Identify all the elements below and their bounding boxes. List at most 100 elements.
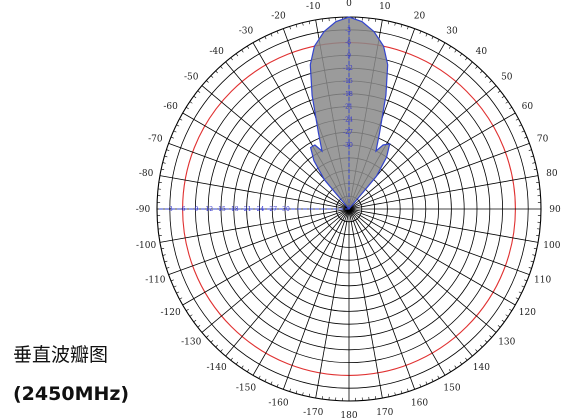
grid-spoke bbox=[348, 175, 539, 210]
angle-tick-label: 180 bbox=[340, 411, 357, 418]
chart-caption-title: 垂直波瓣图 bbox=[13, 344, 109, 366]
grid-minor-tick bbox=[431, 378, 434, 382]
grid-minor-tick bbox=[186, 107, 189, 110]
grid-minor-tick bbox=[295, 390, 298, 394]
grid-minor-tick bbox=[173, 285, 177, 288]
grid-minor-tick bbox=[189, 314, 193, 317]
grid-minor-tick bbox=[515, 297, 519, 300]
grid-minor-tick bbox=[230, 57, 233, 61]
db-label-horizontal: -9 bbox=[192, 206, 198, 213]
angle-tick-label: 40 bbox=[476, 47, 488, 57]
db-label-vertical: -15 bbox=[343, 78, 353, 85]
grid-minor-tick bbox=[264, 36, 267, 40]
angle-tick-label: 80 bbox=[546, 169, 558, 179]
grid-minor-tick bbox=[189, 101, 193, 104]
grid-minor-tick bbox=[497, 90, 501, 93]
angle-tick-label: -100 bbox=[136, 241, 156, 251]
grid-spoke bbox=[348, 85, 497, 210]
grid-minor-tick bbox=[220, 349, 223, 352]
angle-tick-label: 150 bbox=[443, 383, 460, 393]
grid-minor-tick bbox=[524, 136, 528, 139]
grid-minor-tick bbox=[197, 325, 201, 328]
grid-minor-tick bbox=[388, 21, 390, 25]
grid-minor-tick bbox=[518, 291, 522, 294]
grid-minor-tick bbox=[530, 155, 534, 158]
grid-minor-tick bbox=[258, 375, 261, 379]
grid-minor-tick bbox=[164, 260, 168, 263]
grid-minor-tick bbox=[419, 30, 422, 34]
angle-tick-label: -50 bbox=[184, 73, 199, 83]
grid-minor-tick bbox=[247, 46, 250, 49]
chart-caption-frequency: (2450MHz) bbox=[13, 383, 130, 405]
angle-tick-label: 60 bbox=[522, 102, 534, 112]
grid-minor-tick bbox=[524, 279, 528, 282]
grid-spoke bbox=[182, 112, 350, 210]
grid-minor-tick bbox=[215, 344, 218, 348]
db-label-horizontal: -24 bbox=[255, 206, 265, 213]
grid-minor-tick bbox=[179, 297, 183, 300]
db-scale-labels: -3-6-9-12-15-18-21-24-27-30-3 -6 -9 -12 -15-… bbox=[167, 27, 353, 213]
db-label-horizontal: -21 bbox=[242, 206, 252, 213]
grid-minor-tick bbox=[289, 388, 291, 392]
grid-minor-tick bbox=[176, 291, 180, 294]
grid-minor-tick bbox=[164, 155, 168, 158]
grid-spoke bbox=[252, 208, 350, 376]
grid-minor-tick bbox=[230, 357, 233, 361]
grid-minor-tick bbox=[505, 101, 509, 104]
angle-tick-label: 70 bbox=[537, 135, 549, 145]
db-label-vertical: -3 bbox=[345, 27, 351, 34]
grid-minor-tick bbox=[489, 335, 492, 338]
grid-minor-tick bbox=[161, 248, 165, 250]
grid-minor-tick bbox=[270, 381, 273, 385]
angle-tick-label: 170 bbox=[376, 408, 393, 418]
db-label-vertical: -30 bbox=[343, 142, 353, 149]
grid-spoke bbox=[348, 208, 516, 306]
grid-spoke bbox=[348, 208, 530, 276]
grid-minor-tick bbox=[528, 149, 532, 151]
grid-minor-tick bbox=[162, 254, 166, 256]
grid-minor-tick bbox=[475, 349, 478, 352]
angle-tick-label: 10 bbox=[379, 2, 391, 12]
grid-spoke bbox=[282, 208, 350, 390]
grid-minor-tick bbox=[530, 260, 534, 263]
grid-minor-tick bbox=[210, 340, 214, 343]
grid-spoke bbox=[315, 208, 350, 399]
grid-minor-tick bbox=[475, 66, 478, 69]
grid-spoke bbox=[225, 208, 350, 357]
grid-minor-tick bbox=[532, 254, 536, 256]
grid-minor-tick bbox=[186, 308, 189, 311]
grid-minor-tick bbox=[515, 118, 519, 121]
grid-spoke bbox=[348, 208, 497, 333]
angle-tick-label: 20 bbox=[414, 11, 426, 21]
grid-spoke bbox=[348, 208, 416, 390]
grid-minor-tick bbox=[308, 21, 310, 25]
grid-minor-tick bbox=[459, 361, 463, 365]
db-label-horizontal: -27 bbox=[267, 206, 277, 213]
grid-minor-tick bbox=[480, 344, 483, 348]
grid-minor-tick bbox=[521, 130, 525, 133]
grid-minor-tick bbox=[425, 33, 428, 37]
grid-spoke bbox=[348, 208, 473, 357]
grid-minor-tick bbox=[448, 369, 451, 372]
grid-minor-tick bbox=[206, 335, 209, 338]
grid-spoke bbox=[348, 208, 446, 376]
grid-minor-tick bbox=[528, 267, 532, 269]
grid-minor-tick bbox=[235, 361, 239, 365]
db-label-vertical: -21 bbox=[343, 104, 353, 111]
angle-tick-label: -170 bbox=[303, 408, 323, 418]
angle-tick-label: 100 bbox=[543, 241, 560, 251]
angle-tick-label: -10 bbox=[306, 2, 321, 12]
grid-minor-tick bbox=[431, 36, 434, 40]
angle-tick-label: 140 bbox=[473, 363, 490, 373]
grid-minor-tick bbox=[215, 70, 218, 74]
grid-spoke bbox=[159, 175, 350, 210]
grid-minor-tick bbox=[437, 375, 440, 379]
grid-minor-tick bbox=[437, 39, 440, 43]
grid-minor-tick bbox=[270, 33, 273, 37]
grid-minor-tick bbox=[497, 325, 501, 328]
grid-minor-tick bbox=[533, 248, 537, 250]
angle-tick-label: 0 bbox=[346, 0, 352, 9]
angle-tick-label: -130 bbox=[181, 337, 201, 347]
grid-minor-tick bbox=[419, 384, 422, 388]
grid-minor-tick bbox=[247, 369, 250, 372]
